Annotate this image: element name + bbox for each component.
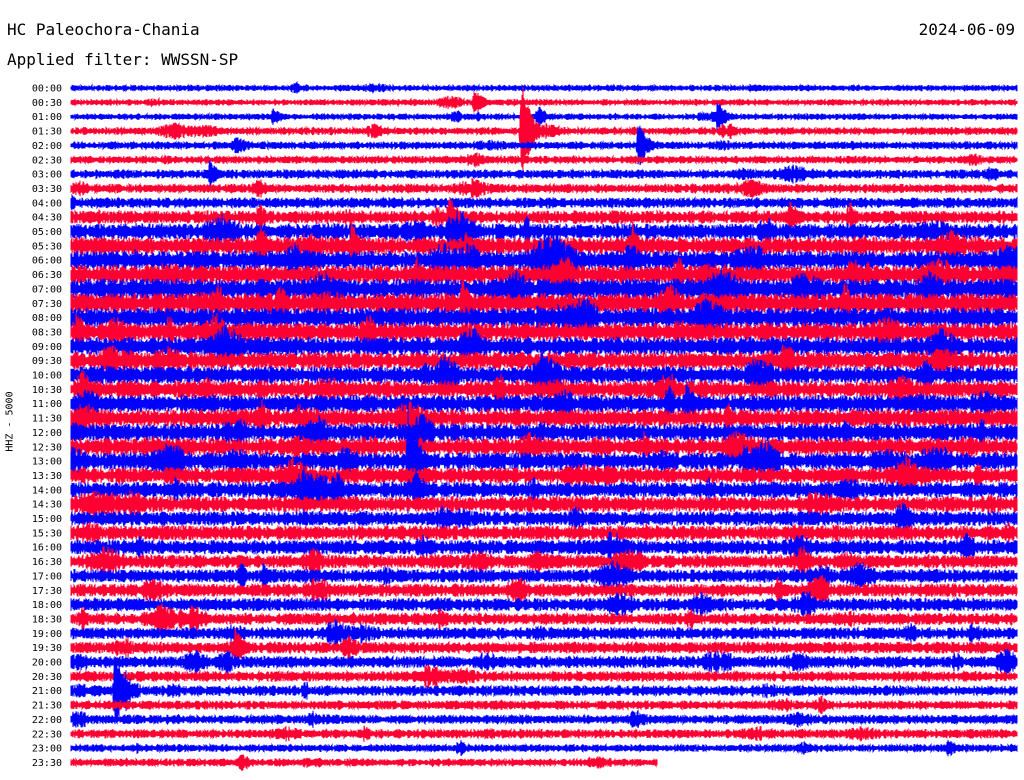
trace-row bbox=[70, 754, 658, 772]
row-label: 23:30 bbox=[32, 758, 62, 769]
trace-row bbox=[70, 454, 1018, 496]
row-label: 00:00 bbox=[32, 84, 62, 95]
trace-row bbox=[70, 210, 1018, 253]
row-label: 11:30 bbox=[32, 414, 62, 425]
row-label: 12:30 bbox=[32, 442, 62, 453]
trace-row bbox=[70, 530, 1018, 564]
row-label: 04:30 bbox=[32, 213, 62, 224]
trace-row bbox=[70, 521, 1018, 545]
trace-row bbox=[70, 297, 1018, 338]
row-label: 15:00 bbox=[32, 514, 62, 525]
trace-row bbox=[70, 628, 1018, 668]
trace-row bbox=[70, 648, 1018, 676]
row-label: 20:00 bbox=[32, 658, 62, 669]
row-label: 22:00 bbox=[32, 715, 62, 726]
row-label: 03:30 bbox=[32, 184, 62, 195]
row-label: 01:00 bbox=[32, 112, 62, 123]
row-label: 19:00 bbox=[32, 629, 62, 640]
trace-row bbox=[70, 81, 1018, 94]
row-labels: 00:00 00:30 01:00 01:30 02:00 02:30 03:00 03:30… bbox=[32, 84, 62, 769]
trace-row bbox=[70, 324, 1018, 370]
row-label: 19:30 bbox=[32, 643, 62, 654]
row-label: 07:30 bbox=[32, 299, 62, 310]
trace-row bbox=[70, 664, 1018, 689]
trace-row bbox=[70, 406, 1018, 516]
trace-row bbox=[70, 590, 1018, 619]
trace-row bbox=[70, 369, 1018, 409]
row-label: 06:30 bbox=[32, 270, 62, 281]
row-label: 07:00 bbox=[32, 284, 62, 295]
row-label: 00:30 bbox=[32, 98, 62, 109]
row-label: 14:00 bbox=[32, 485, 62, 496]
row-label: 16:00 bbox=[32, 543, 62, 554]
row-label: 11:00 bbox=[32, 399, 62, 410]
trace-row bbox=[70, 559, 1018, 592]
row-label: 10:30 bbox=[32, 385, 62, 396]
trace-row bbox=[70, 102, 1018, 131]
row-label: 06:00 bbox=[32, 256, 62, 267]
row-label: 21:30 bbox=[32, 701, 62, 712]
row-label: 23:00 bbox=[32, 744, 62, 755]
row-label: 13:30 bbox=[32, 471, 62, 482]
trace-row bbox=[70, 574, 1018, 606]
row-label: 15:30 bbox=[32, 528, 62, 539]
row-label: 17:30 bbox=[32, 586, 62, 597]
row-label: 20:30 bbox=[32, 672, 62, 683]
row-label: 02:00 bbox=[32, 141, 62, 152]
row-label: 12:00 bbox=[32, 428, 62, 439]
row-label: 13:00 bbox=[32, 457, 62, 468]
trace-row bbox=[70, 344, 1018, 377]
trace-row bbox=[70, 603, 1018, 635]
trace-row bbox=[70, 430, 1018, 463]
row-label: 16:30 bbox=[32, 557, 62, 568]
row-label: 18:30 bbox=[32, 614, 62, 625]
trace-row bbox=[70, 352, 1018, 398]
trace-row bbox=[70, 160, 1018, 189]
row-label: 05:00 bbox=[32, 227, 62, 238]
trace-row bbox=[70, 193, 1018, 211]
filter-label: Applied filter: WWSSN-SP bbox=[7, 50, 239, 69]
trace-row bbox=[70, 177, 1018, 199]
row-label: 09:30 bbox=[32, 356, 62, 367]
row-label: 17:00 bbox=[32, 571, 62, 582]
row-label: 14:30 bbox=[32, 500, 62, 511]
trace-row bbox=[70, 151, 1018, 169]
trace-row bbox=[70, 725, 1018, 743]
trace-row bbox=[70, 502, 1018, 535]
trace-row bbox=[70, 384, 1018, 423]
station-title: HC Paleochora-Chania bbox=[7, 20, 200, 39]
trace-row bbox=[70, 92, 1018, 113]
row-label: 18:00 bbox=[32, 600, 62, 611]
trace-row bbox=[70, 695, 1018, 715]
row-label: 03:00 bbox=[32, 170, 62, 181]
row-label: 01:30 bbox=[32, 127, 62, 138]
row-label: 10:00 bbox=[32, 371, 62, 382]
row-label: 22:30 bbox=[32, 729, 62, 740]
row-label: 09:00 bbox=[32, 342, 62, 353]
trace-row bbox=[70, 125, 1018, 166]
row-label: 02:30 bbox=[32, 155, 62, 166]
row-label: 05:30 bbox=[32, 241, 62, 252]
trace-row bbox=[70, 87, 1018, 175]
trace-row bbox=[70, 256, 1018, 293]
trace-row bbox=[70, 657, 1018, 725]
row-label: 08:00 bbox=[32, 313, 62, 324]
trace-row bbox=[70, 709, 1018, 729]
seismic-traces bbox=[70, 81, 1018, 772]
trace-row bbox=[70, 268, 1018, 310]
trace-row bbox=[70, 467, 1018, 513]
row-label: 21:00 bbox=[32, 686, 62, 697]
trace-row bbox=[70, 489, 1018, 519]
row-label: 08:30 bbox=[32, 327, 62, 338]
trace-row bbox=[70, 619, 1018, 647]
trace-row bbox=[70, 739, 1018, 757]
row-label: 04:00 bbox=[32, 198, 62, 209]
record-date: 2024-06-09 bbox=[918, 20, 1015, 39]
trace-row bbox=[70, 197, 1018, 237]
